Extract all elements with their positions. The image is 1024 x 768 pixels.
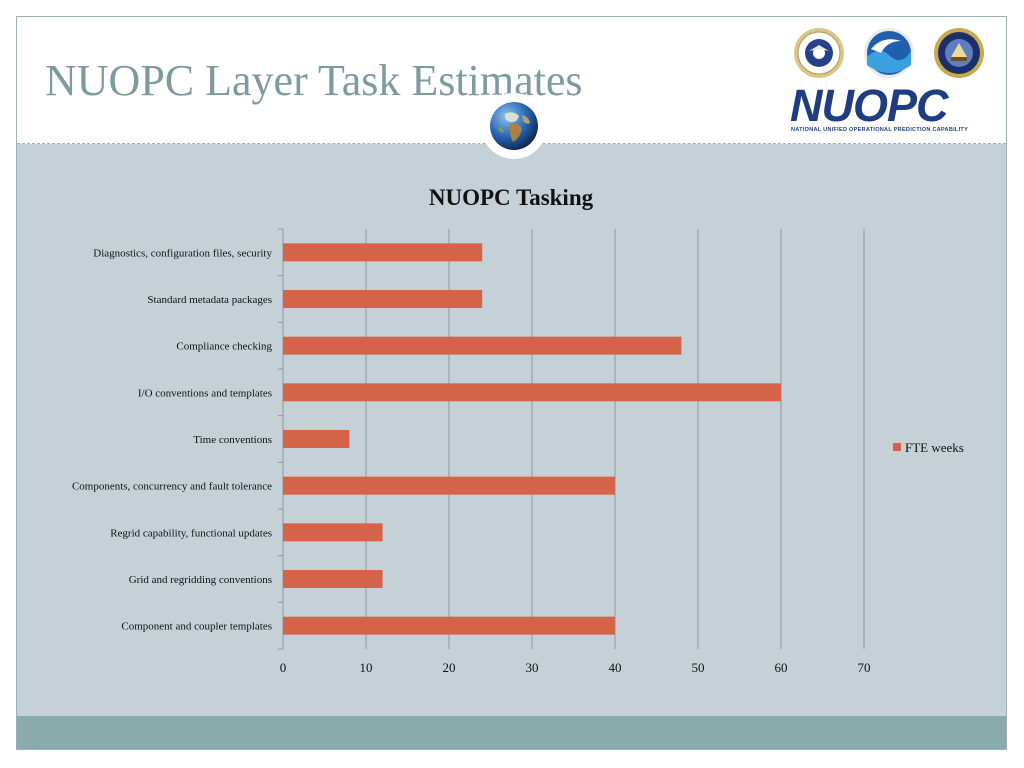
category-labels: Diagnostics, configuration files, securi… [72,247,273,632]
category-label: Components, concurrency and fault tolera… [72,481,272,493]
x-tick-label: 40 [609,660,622,675]
x-tick-label: 0 [280,660,287,675]
x-tick-label: 50 [692,660,705,675]
air-force-seal-icon [794,28,844,78]
bar [283,383,781,402]
category-label: Regrid capability, functional updates [110,527,272,539]
bars [283,243,781,635]
legend-label: FTE weeks [905,440,964,455]
category-label: Compliance checking [176,341,272,353]
legend: FTE weeks [893,440,964,455]
slide-header: NUOPC Layer Task Estimates [17,17,1006,143]
x-tick-label: 70 [858,660,871,675]
slide-frame: NUOPC Layer Task Estimates [16,16,1007,750]
nuopc-tagline: NATIONAL UNIFIED OPERATIONAL PREDICTION … [791,127,969,133]
navy-seal-icon [934,28,984,78]
bar [283,616,615,635]
bar [283,290,483,308]
x-tick-label: 20 [443,660,456,675]
bar [283,430,350,448]
chart-title: NUOPC Tasking [429,185,594,210]
bar [283,336,682,355]
category-label: I/O conventions and templates [138,387,272,399]
category-label: Diagnostics, configuration files, securi… [93,247,272,259]
noaa-seal-icon [864,28,914,78]
slide-title: NUOPC Layer Task Estimates [45,56,583,105]
category-label: Grid and regridding conventions [129,574,272,586]
legend-swatch [893,443,901,451]
category-label: Time conventions [193,434,272,446]
x-axis-ticks: 0 10 20 30 40 50 60 70 [280,660,871,675]
x-tick-label: 30 [526,660,539,675]
bar [283,476,615,495]
globe-badge [481,93,547,159]
x-tick-label: 60 [775,660,788,675]
footer-band [17,716,1006,749]
logo-group: NUOPC NATIONAL UNIFIED OPERATIONAL PREDI… [787,27,992,139]
bar-chart: NUOPC Tasking Diagnostics, configuration… [72,185,964,675]
nuopc-wordmark: NUOPC [790,80,949,131]
bar [283,243,483,262]
category-label: Component and coupler templates [121,621,272,633]
x-tick-label: 10 [360,660,373,675]
bar [283,523,383,542]
globe-icon [490,102,538,150]
category-label: Standard metadata packages [147,294,272,306]
bar [283,570,383,588]
